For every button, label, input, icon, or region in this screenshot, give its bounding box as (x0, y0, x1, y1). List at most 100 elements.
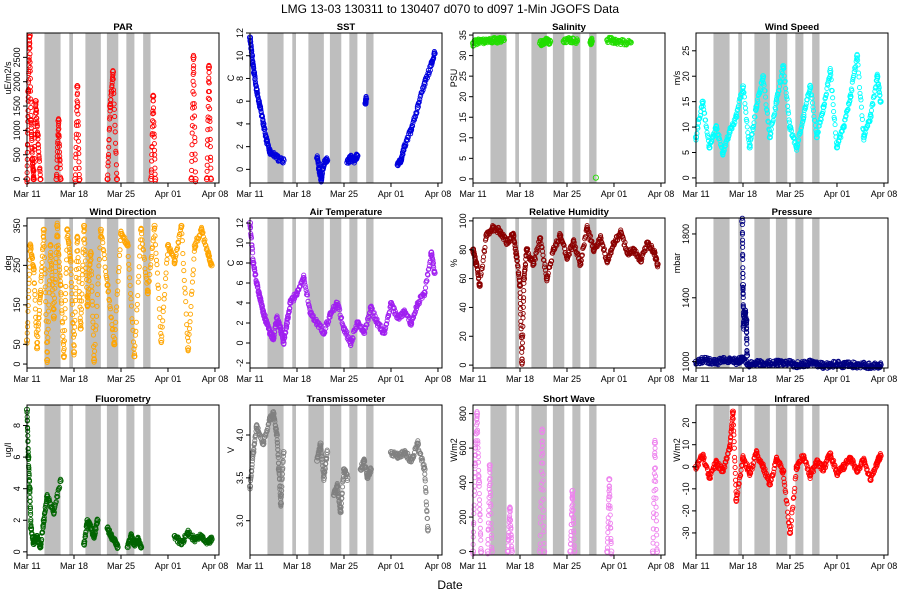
par-trace-point (76, 146, 82, 152)
relative-humidity-trace-point (520, 315, 526, 321)
par-trace-point (75, 132, 81, 138)
wind-direction-trace-point (153, 257, 160, 263)
wind-direction-trace-point (56, 264, 62, 270)
wind-speed-trace-point (876, 89, 882, 96)
air-temperature-ytick-label: -2 (235, 359, 245, 367)
wind-direction-data-point (205, 250, 212, 257)
par-trace-point (36, 156, 42, 162)
wind-direction-ytick-label: 0 (12, 362, 22, 367)
relative-humidity-trace-point (586, 232, 593, 238)
sst-data-point (363, 95, 370, 102)
par-trace-point (35, 142, 41, 148)
wind-direction-trace-point (89, 298, 95, 304)
wind-direction-trace-point (32, 297, 38, 303)
par-trace-point (55, 133, 61, 139)
par-series-day-23 (105, 68, 120, 183)
wind-direction-data-point (124, 242, 131, 249)
relative-humidity-data-point (631, 246, 638, 253)
air-temperature-trace-point (339, 315, 345, 321)
relative-humidity-trace-point (607, 253, 613, 259)
par-trace-point (37, 168, 43, 174)
wind-speed-trace-point (859, 116, 865, 122)
par-series-day-12 (31, 98, 43, 183)
salinity-data-point (627, 39, 634, 46)
wind-speed-trace-point (694, 130, 700, 136)
sst-trace-point (405, 134, 411, 140)
wind-direction-trace-point (162, 283, 168, 289)
wind-direction-trace-point (183, 311, 189, 317)
par-trace-point (76, 159, 82, 165)
pressure-gap-band-4 (795, 218, 804, 368)
wind-direction-trace-point (106, 298, 113, 304)
wind-direction-trace-point (25, 303, 31, 309)
par-trace-point (190, 89, 196, 95)
wind-direction-trace-point (61, 348, 67, 354)
wind-direction-trace-point (29, 255, 36, 261)
par-trace-point (76, 151, 82, 157)
air-temperature-data-point (283, 319, 290, 327)
wind-speed-trace-point (702, 110, 708, 116)
relative-humidity-trace-point (561, 242, 567, 248)
wind-direction-ytick-label: 50 (12, 339, 22, 349)
par-trace-point (189, 142, 195, 148)
wind-speed-ytick-label: 10 (681, 122, 691, 132)
relative-humidity-data-point (543, 275, 550, 282)
relative-humidity-trace-point (583, 234, 589, 240)
wind-direction-trace-point (155, 285, 161, 291)
fluorometry-ytick-label: 8 (12, 423, 22, 428)
sst-trace-point (260, 117, 266, 123)
wind-direction-trace-point (104, 277, 110, 283)
wind-speed-trace-point (750, 126, 756, 133)
par-trace-point (105, 151, 112, 158)
salinity-data-point (547, 38, 554, 45)
wind-speed-trace-point (782, 78, 788, 84)
wind-direction-trace-point (36, 307, 43, 314)
wind-direction-trace-point (63, 265, 69, 271)
wind-direction-trace-point (52, 295, 58, 301)
par-trace-point (56, 132, 62, 138)
wind-direction-trace-point (192, 246, 198, 252)
air-temperature-trace-point (410, 314, 417, 321)
relative-humidity-gap-band-0 (490, 218, 507, 368)
wind-direction-trace-point (67, 252, 73, 259)
wind-direction-trace-point (54, 220, 60, 226)
wind-direction-data-point (64, 226, 71, 233)
relative-humidity-trace-point (547, 264, 553, 270)
wind-direction-trace-point (63, 270, 69, 276)
sst-data-point (394, 161, 401, 168)
wind-direction-trace-point (95, 274, 101, 280)
par-trace-point (34, 129, 41, 135)
wind-direction-trace-point (33, 314, 39, 320)
relative-humidity-trace-point (655, 264, 661, 270)
wind-speed-trace-point (762, 94, 769, 100)
par-trace-point (75, 103, 81, 110)
wind-direction-trace-point (60, 328, 66, 334)
wind-direction-trace-point (182, 290, 188, 296)
air-temperature-data-point (300, 274, 307, 282)
par-trace-point (73, 151, 79, 157)
wind-direction-trace-point (156, 295, 162, 302)
par-trace-point (75, 138, 82, 144)
par-data-point (203, 176, 210, 183)
relative-humidity-data-point (530, 261, 537, 268)
salinity-gap-band-4 (572, 33, 581, 183)
air-temperature-trace-point (337, 307, 343, 313)
wind-direction-trace-point (114, 291, 120, 297)
wind-speed-trace-point (845, 106, 851, 112)
par-trace-point (207, 115, 213, 121)
air-temperature-xtick-label: Apr 08 (425, 374, 452, 384)
wind-speed-trace-point (752, 114, 758, 120)
wind-direction-trace-point (75, 238, 81, 244)
wind-speed-trace-point (761, 80, 767, 86)
wind-speed-trace-point (704, 124, 710, 131)
wind-speed-trace-point (716, 132, 722, 138)
sst-ytick-label: 10 (235, 51, 245, 61)
wind-direction-trace-point (57, 273, 63, 280)
relative-humidity-data-point (584, 225, 591, 232)
wind-direction-trace-point (38, 275, 44, 281)
air-temperature-data-point (273, 314, 280, 322)
wind-direction-trace-point (112, 336, 118, 342)
par-trace-point (73, 166, 79, 172)
wind-direction-trace-point (61, 346, 67, 352)
